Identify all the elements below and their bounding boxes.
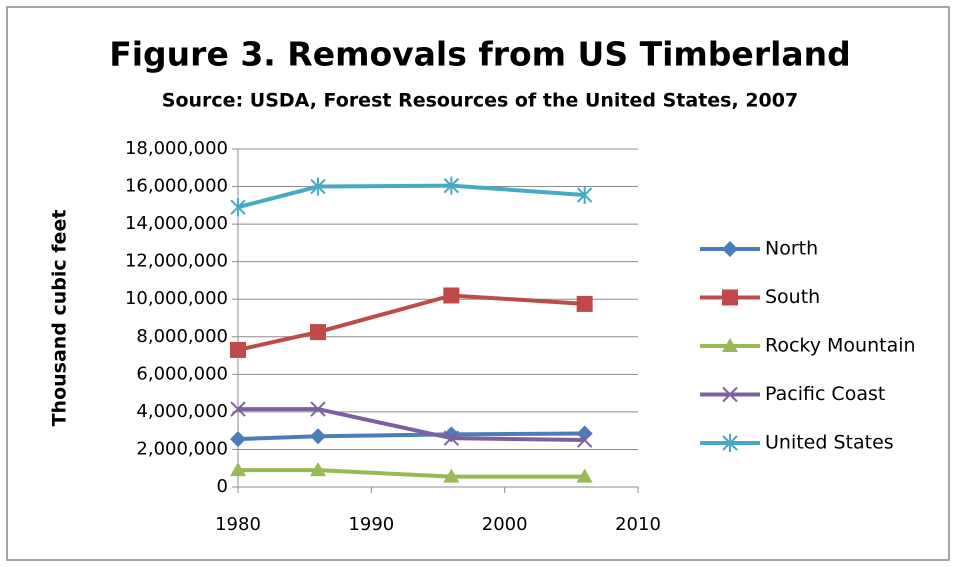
chart-title: Figure 3. Removals from US Timberland <box>109 35 851 74</box>
series-line <box>237 183 585 210</box>
y-tick-label: 8,000,000 <box>136 326 228 347</box>
chart-subtitle: Source: USDA, Forest Resources of the Un… <box>162 90 798 112</box>
x-tick-label: 2000 <box>482 514 528 535</box>
marker <box>310 428 326 445</box>
y-tick-label: 18,000,000 <box>125 138 228 159</box>
marker <box>310 177 326 196</box>
y-tick-label: 10,000,000 <box>125 288 228 309</box>
chart-frame <box>6 6 950 561</box>
marker <box>230 431 246 448</box>
series-line <box>237 293 585 352</box>
y-tick-label: 14,000,000 <box>125 213 228 234</box>
marker <box>310 462 326 477</box>
y-tick-label: 0 <box>217 476 228 497</box>
series-line <box>238 407 585 443</box>
legend-label: South <box>765 286 820 308</box>
marker <box>310 324 326 341</box>
legend-label: United States <box>765 432 894 454</box>
marker <box>576 432 593 448</box>
marker <box>230 401 246 417</box>
marker <box>443 430 460 446</box>
x-tick-label: 2010 <box>615 514 661 535</box>
legend-marker <box>722 434 738 452</box>
y-tick-label: 16,000,000 <box>125 176 228 197</box>
legend-marker <box>722 386 738 403</box>
legend-label: North <box>765 238 818 260</box>
series-line <box>237 431 585 442</box>
x-tick-label: 1980 <box>215 514 261 535</box>
y-tick-label: 12,000,000 <box>125 251 228 272</box>
y-tick-label: 4,000,000 <box>136 401 228 422</box>
marker <box>443 287 460 304</box>
legend-marker <box>722 289 738 306</box>
y-tick-label: 2,000,000 <box>136 438 228 459</box>
marker <box>230 462 246 477</box>
legend-marker <box>722 338 738 352</box>
marker <box>443 468 460 483</box>
marker <box>310 401 326 417</box>
marker <box>576 295 593 312</box>
series-line <box>238 468 585 479</box>
marker <box>576 186 593 205</box>
marker <box>576 425 593 442</box>
y-tick-label: 6,000,000 <box>136 363 228 384</box>
x-tick-label: 1990 <box>348 514 394 535</box>
marker <box>443 176 460 195</box>
legend-label: Rocky Mountain <box>765 335 916 357</box>
legend-label: Pacific Coast <box>765 383 885 405</box>
y-axis-label: Thousand cubic feet <box>49 210 71 427</box>
marker <box>230 198 246 217</box>
marker <box>230 341 246 358</box>
legend-marker <box>722 241 738 257</box>
marker <box>576 468 593 483</box>
